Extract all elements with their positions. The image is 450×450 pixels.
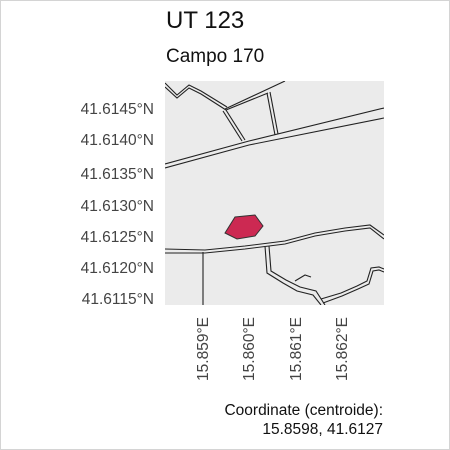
parcel-polygon	[224, 214, 264, 240]
lat-tick-label: 41.6140°N	[80, 132, 154, 149]
lat-tick-label: 41.6120°N	[80, 260, 154, 277]
lon-tick-label: 15.860°E	[241, 317, 258, 381]
road	[165, 224, 384, 251]
road	[222, 110, 243, 142]
road	[225, 92, 269, 111]
map-canvas	[165, 81, 384, 305]
centroid-label: Coordinate (centroide):	[224, 402, 383, 419]
road	[165, 107, 384, 165]
map-title: UT 123	[166, 7, 245, 34]
road	[268, 245, 326, 305]
road	[264, 245, 322, 305]
road	[294, 274, 312, 282]
lat-tick-label: 41.6115°N	[81, 291, 154, 308]
road	[322, 269, 384, 304]
centroid-coordinates: Coordinate (centroide): 15.8598, 41.6127	[224, 401, 383, 439]
centroid-value: 15.8598, 41.6127	[262, 421, 383, 438]
lat-tick-label: 41.6125°N	[80, 229, 154, 246]
road	[269, 91, 279, 135]
lat-tick-label: 41.6135°N	[80, 166, 154, 183]
lon-tick-label: 15.862°E	[334, 317, 351, 381]
road	[225, 109, 246, 141]
road	[165, 82, 228, 108]
lon-tick-label: 15.859°E	[195, 317, 212, 381]
map-panel[interactable]	[165, 81, 384, 305]
road	[165, 86, 227, 111]
lat-tick-label: 41.6145°N	[80, 101, 154, 118]
road	[320, 266, 384, 300]
road	[266, 92, 276, 136]
road	[165, 227, 384, 254]
road-network	[165, 81, 384, 305]
road	[224, 81, 286, 110]
map-subtitle: Campo 170	[166, 46, 265, 67]
road	[165, 117, 384, 169]
lon-tick-label: 15.861°E	[288, 317, 305, 381]
lat-tick-label: 41.6130°N	[80, 198, 154, 215]
